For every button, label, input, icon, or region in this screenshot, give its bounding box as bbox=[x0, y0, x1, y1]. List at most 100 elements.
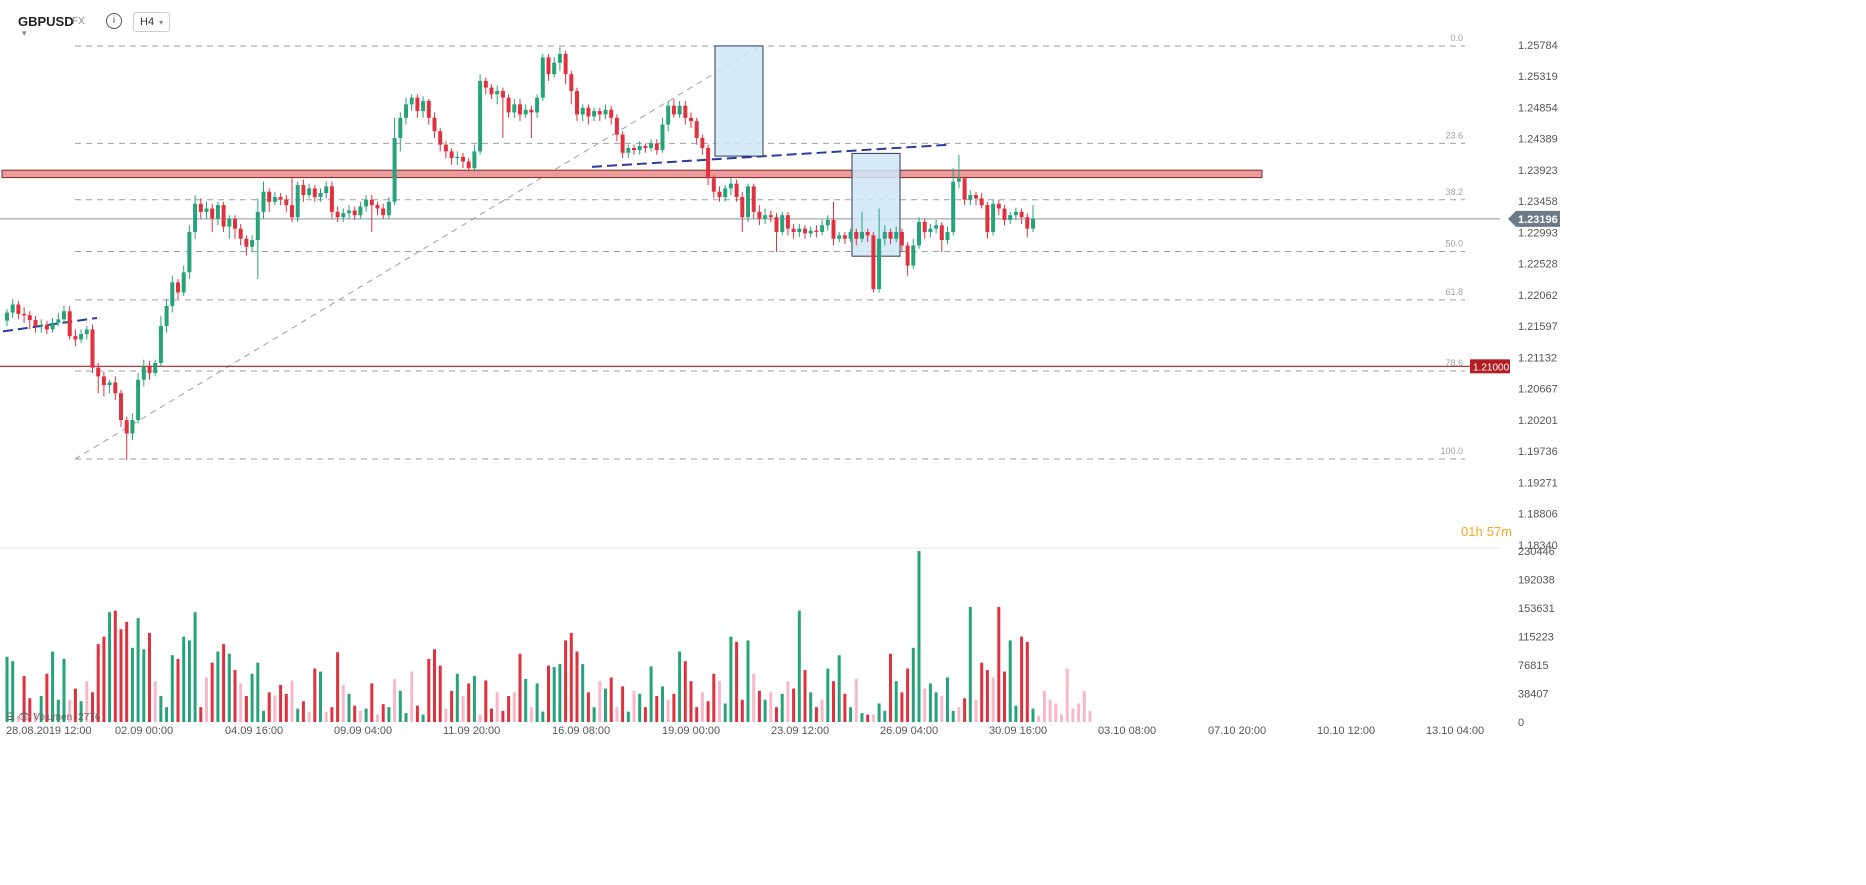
volume-bar bbox=[849, 707, 853, 722]
candle-body bbox=[717, 191, 722, 198]
countdown-minutes: 57 bbox=[1487, 524, 1501, 539]
candle-body bbox=[187, 231, 192, 273]
candle-body bbox=[204, 208, 209, 212]
volume-bar bbox=[757, 690, 761, 722]
volume-bar bbox=[763, 699, 767, 722]
volume-bar bbox=[187, 640, 191, 722]
timeframe-select[interactable]: H4 ▾ bbox=[133, 12, 171, 32]
volume-bar bbox=[820, 699, 824, 722]
volume-bar bbox=[792, 688, 796, 722]
time-tick-label: 02.09 00:00 bbox=[115, 725, 173, 737]
volume-bar bbox=[1008, 640, 1012, 722]
volume-bar bbox=[535, 683, 539, 722]
candle-body bbox=[848, 231, 853, 239]
candle-body bbox=[632, 148, 636, 151]
support-price-tag-bg bbox=[1470, 359, 1510, 374]
volume-bar bbox=[974, 699, 978, 722]
time-tick-label: 11.09 20:00 bbox=[443, 725, 500, 737]
candle-body bbox=[677, 105, 682, 115]
candle-body bbox=[894, 231, 899, 239]
highlight-box-bottom bbox=[851, 152, 901, 257]
trendlines bbox=[2, 143, 951, 333]
candle-body bbox=[461, 156, 465, 162]
candle-body bbox=[637, 146, 642, 151]
resistance-zone[interactable] bbox=[1, 169, 1263, 179]
candle-body bbox=[107, 382, 112, 386]
volume-tick-label: 230446 bbox=[1518, 546, 1555, 558]
volume-bar bbox=[142, 649, 146, 722]
volume-bar bbox=[928, 683, 932, 722]
price-tick-label: 1.21132 bbox=[1518, 352, 1557, 364]
candle-body bbox=[415, 97, 420, 112]
time-tick-label: 26.09 04:00 bbox=[880, 725, 938, 737]
candle-body bbox=[198, 203, 203, 212]
volume-bar bbox=[780, 693, 784, 722]
candle-body bbox=[563, 54, 568, 75]
volume-bar bbox=[1042, 690, 1046, 722]
highlight-boxes bbox=[714, 45, 901, 257]
candle-body bbox=[808, 230, 813, 234]
volume-bar bbox=[564, 640, 568, 722]
volume-bar bbox=[712, 673, 716, 722]
volume-bar bbox=[581, 664, 585, 722]
volume-tick-label: 0 bbox=[1518, 717, 1524, 729]
volume-tick-label: 38407 bbox=[1518, 689, 1549, 701]
volume-bar bbox=[775, 707, 778, 722]
candle-body bbox=[785, 215, 790, 229]
fib-level-label: 50.0 bbox=[1445, 238, 1463, 248]
volume-bar bbox=[313, 668, 317, 722]
candle-body bbox=[928, 228, 933, 232]
info-icon[interactable]: i bbox=[106, 13, 122, 29]
candle-body bbox=[597, 111, 602, 115]
volume-bar bbox=[957, 707, 961, 722]
volume-bar bbox=[421, 714, 425, 722]
candle-body bbox=[614, 117, 619, 135]
candle-body bbox=[398, 117, 403, 138]
candle-body bbox=[974, 195, 978, 199]
volume-bar bbox=[102, 636, 106, 722]
candle-body bbox=[84, 329, 89, 335]
volume-bar bbox=[62, 658, 66, 722]
volume-bar bbox=[484, 680, 488, 722]
volume-bar bbox=[1071, 708, 1075, 722]
candle-body bbox=[50, 322, 55, 330]
volume-bar bbox=[735, 641, 739, 722]
collapse-chevron-icon[interactable]: ▾ bbox=[22, 28, 27, 38]
candle-body bbox=[233, 218, 237, 229]
candle-body bbox=[603, 109, 608, 115]
volume-bar bbox=[358, 710, 362, 722]
candle-countdown: 01h 57m bbox=[1461, 524, 1512, 539]
candle-body bbox=[580, 107, 585, 115]
volume-bar bbox=[683, 661, 687, 722]
volume-bar bbox=[28, 698, 32, 722]
volume-bar bbox=[34, 713, 37, 722]
time-tick-label: 13.10 04:00 bbox=[1426, 725, 1484, 737]
candle-body bbox=[877, 238, 882, 290]
candle-body bbox=[466, 161, 471, 169]
volume-bar bbox=[108, 612, 112, 722]
volume-bar bbox=[22, 675, 26, 722]
volume-bar bbox=[985, 670, 989, 722]
candle-body bbox=[991, 203, 996, 232]
volume-bar bbox=[16, 716, 20, 722]
symbol-label[interactable]: GBPUSD bbox=[18, 14, 74, 29]
price-tick-label: 1.19271 bbox=[1518, 477, 1558, 489]
candle-body bbox=[535, 97, 540, 113]
volume-bar bbox=[946, 677, 949, 722]
volume-bar bbox=[1048, 699, 1052, 722]
candle-body bbox=[244, 238, 249, 247]
candle-body bbox=[238, 228, 243, 239]
candle-body bbox=[911, 245, 916, 266]
volume-bar bbox=[56, 699, 60, 722]
volume-bar bbox=[723, 703, 727, 722]
candle-body bbox=[979, 198, 984, 206]
volume-bar bbox=[478, 714, 482, 722]
volume-label-icon: ☰ 👁 bbox=[6, 712, 33, 723]
volume-bar bbox=[119, 629, 123, 722]
volume-bar bbox=[643, 707, 647, 722]
candle-body bbox=[523, 109, 528, 115]
volume-bar bbox=[803, 670, 807, 722]
volume-bar bbox=[495, 692, 499, 722]
candle-body bbox=[27, 315, 32, 320]
